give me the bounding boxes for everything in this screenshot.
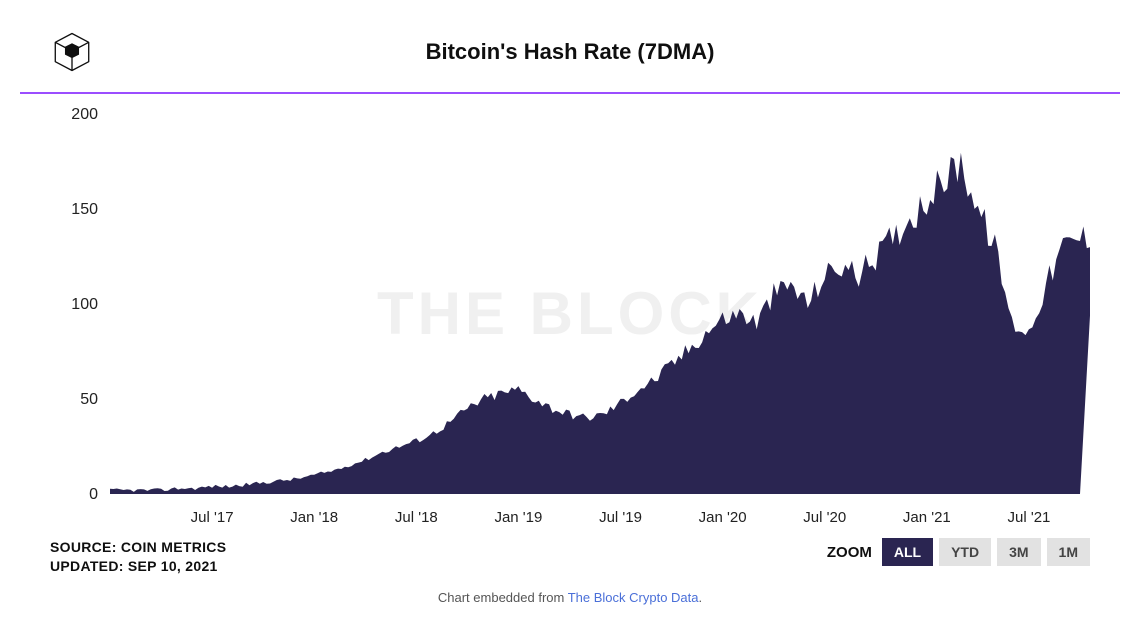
source-label: SOURCE: COIN METRICS xyxy=(50,538,226,557)
svg-text:Jul '21: Jul '21 xyxy=(1008,509,1051,526)
svg-text:0: 0 xyxy=(89,486,98,503)
chart-header: Bitcoin's Hash Rate (7DMA) xyxy=(20,30,1120,94)
svg-text:Jan '20: Jan '20 xyxy=(699,509,747,526)
svg-text:200: 200 xyxy=(71,106,98,123)
svg-text:Jan '19: Jan '19 xyxy=(494,509,542,526)
svg-text:Jan '21: Jan '21 xyxy=(903,509,951,526)
updated-label: UPDATED: SEP 10, 2021 xyxy=(50,557,226,576)
svg-text:150: 150 xyxy=(71,201,98,218)
embed-note: Chart embedded from The Block Crypto Dat… xyxy=(20,590,1120,605)
svg-text:Jul '20: Jul '20 xyxy=(803,509,846,526)
svg-text:Jul '18: Jul '18 xyxy=(395,509,438,526)
chart-title: Bitcoin's Hash Rate (7DMA) xyxy=(50,39,1090,65)
embed-suffix: . xyxy=(699,590,703,605)
zoom-button-3m[interactable]: 3M xyxy=(997,538,1040,566)
chart-footer: SOURCE: COIN METRICS UPDATED: SEP 10, 20… xyxy=(50,538,1090,576)
zoom-button-all[interactable]: ALL xyxy=(882,538,933,566)
svg-text:Jan '18: Jan '18 xyxy=(290,509,338,526)
zoom-button-ytd[interactable]: YTD xyxy=(939,538,991,566)
svg-text:100: 100 xyxy=(71,296,98,313)
source-block: SOURCE: COIN METRICS UPDATED: SEP 10, 20… xyxy=(50,538,226,576)
svg-text:Jul '17: Jul '17 xyxy=(191,509,234,526)
chart-container: THE BLOCK 050100150200 Jul '17Jan '18Jul… xyxy=(50,104,1090,534)
embed-prefix: Chart embedded from xyxy=(438,590,568,605)
zoom-label: ZOOM xyxy=(827,544,872,561)
zoom-button-1m[interactable]: 1M xyxy=(1047,538,1090,566)
zoom-controls: ZOOM ALL YTD 3M 1M xyxy=(827,538,1090,566)
svg-text:50: 50 xyxy=(80,391,98,408)
hashrate-area-chart: 0 50 100 150 200 Jul '17 Jan '18 Jul '18 Jan '1… xyxy=(50,104,1090,534)
embed-link[interactable]: The Block Crypto Data xyxy=(568,590,699,605)
svg-text:Jul '19: Jul '19 xyxy=(599,509,642,526)
